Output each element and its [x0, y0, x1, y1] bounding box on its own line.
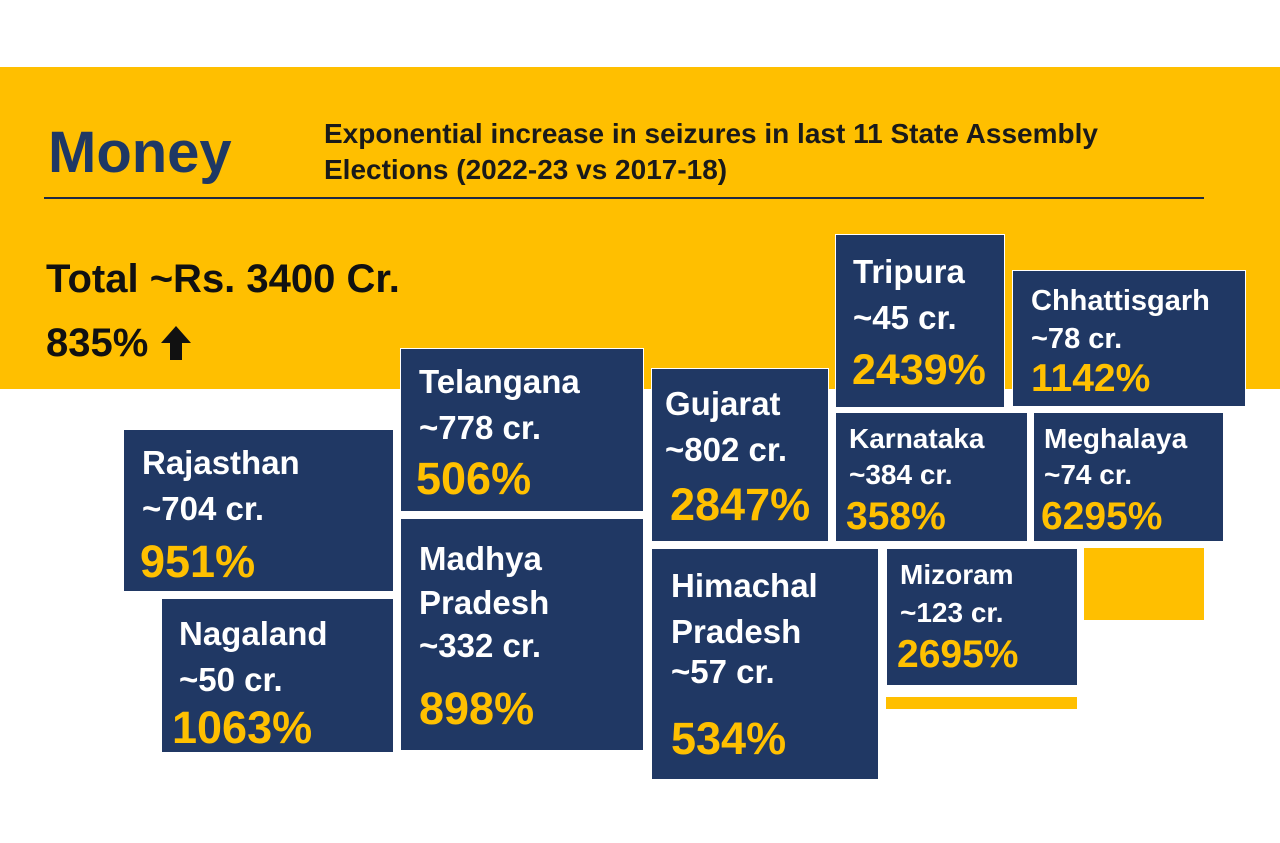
- total-increase-value: 835%: [46, 321, 149, 365]
- state-name: Madhya Pradesh: [419, 540, 550, 621]
- state-amount: ~45 cr.: [853, 299, 957, 336]
- state-name: Mizoram: [900, 559, 1014, 590]
- state-tile-himachal-pradesh: Himachal Pradesh ~57 cr. 534%: [651, 548, 879, 780]
- state-name: Meghalaya: [1044, 423, 1188, 454]
- arrow-up-icon: [161, 326, 192, 360]
- state-tile-gujarat: Gujarat ~802 cr. 2847%: [651, 368, 829, 542]
- state-amount: ~384 cr.: [849, 459, 953, 490]
- state-amount: ~74 cr.: [1044, 459, 1132, 490]
- state-percent: 2847%: [670, 479, 811, 530]
- state-tile-rajasthan: Rajasthan ~704 cr. 951%: [123, 429, 394, 592]
- title-divider: [44, 197, 1204, 199]
- state-percent: 534%: [671, 713, 787, 764]
- state-percent: 1142%: [1031, 357, 1151, 400]
- state-tile-chhattisgarh: Chhattisgarh ~78 cr. 1142%: [1012, 270, 1246, 407]
- page-title: Money: [48, 120, 232, 185]
- state-tile-karnataka: Karnataka ~384 cr. 358%: [835, 412, 1028, 542]
- state-percent: 1063%: [172, 702, 313, 753]
- state-percent: 2439%: [852, 346, 986, 394]
- state-name: Nagaland: [179, 615, 328, 652]
- page-subtitle: Exponential increase in seizures in last…: [324, 118, 1098, 185]
- state-name: Gujarat: [665, 385, 781, 422]
- total-increase: 835%: [46, 318, 192, 368]
- state-amount: ~78 cr.: [1031, 323, 1123, 355]
- state-percent: 6295%: [1041, 495, 1163, 538]
- state-amount: ~778 cr.: [419, 409, 542, 446]
- state-percent: 951%: [140, 536, 256, 587]
- state-name: Telangana: [419, 363, 580, 400]
- state-amount: ~802 cr.: [665, 431, 788, 468]
- state-percent: 2695%: [897, 633, 1019, 676]
- state-tile-tripura: Tripura ~45 cr. 2439%: [835, 234, 1005, 408]
- state-tile-telangana: Telangana ~778 cr. 506%: [400, 348, 644, 512]
- state-name: Chhattisgarh: [1031, 285, 1210, 317]
- state-name: Rajasthan: [142, 444, 300, 481]
- state-percent: 898%: [419, 683, 535, 734]
- state-amount: ~50 cr.: [179, 661, 283, 698]
- state-percent: 358%: [846, 495, 946, 538]
- state-tile-madhya-pradesh: Madhya Pradesh ~332 cr. 898%: [400, 518, 644, 751]
- total-seizure: Total ~Rs. 3400 Cr.: [46, 257, 400, 301]
- state-amount: ~57 cr.: [671, 653, 775, 690]
- decorative-yellow-block: [1084, 548, 1204, 620]
- state-amount: ~704 cr.: [142, 490, 265, 527]
- decorative-yellow-bar: [886, 697, 1077, 709]
- state-tile-nagaland: Nagaland ~50 cr. 1063%: [161, 598, 394, 753]
- state-percent: 506%: [416, 453, 532, 504]
- state-tile-meghalaya: Meghalaya ~74 cr. 6295%: [1033, 412, 1224, 542]
- state-name: Tripura: [853, 253, 965, 290]
- state-name: Himachal Pradesh: [671, 567, 818, 650]
- state-amount: ~332 cr.: [419, 627, 542, 664]
- state-tile-mizoram: Mizoram ~123 cr. 2695%: [886, 548, 1078, 686]
- state-name: Karnataka: [849, 423, 985, 454]
- state-amount: ~123 cr.: [900, 597, 1004, 628]
